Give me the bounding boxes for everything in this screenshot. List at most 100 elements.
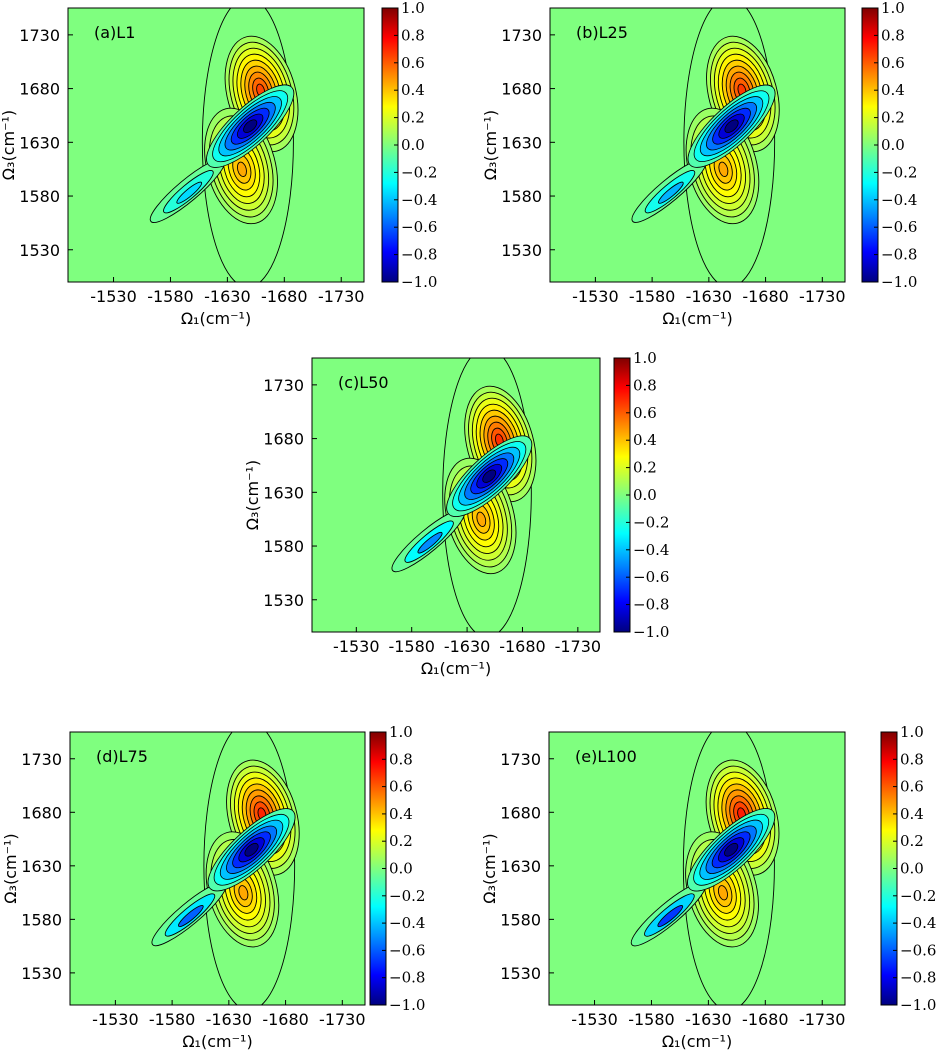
x-tick-label: -1580 — [388, 637, 435, 656]
y-tick-label: 1680 — [19, 80, 60, 99]
y-tick-label: 1730 — [500, 750, 541, 769]
colorbar-tick-label: −0.2 — [900, 887, 936, 905]
panel: (a)L1 -1530 -1580 -1630 -1680 -1730 1530 1580 16… — [0, 0, 437, 328]
contour-level — [417, 531, 443, 554]
x-tick-label: -1580 — [628, 1010, 675, 1029]
colorbar-tick-label: 0.4 — [401, 81, 425, 99]
colorbar-tick-label: 0.6 — [633, 404, 657, 422]
colorbar: −1.0 −0.8 −0.6 −0.4 −0.2 0.0 0.2 0.4 0.6 0.8 1.0 — [880, 723, 936, 1014]
contour-level — [201, 8, 294, 282]
contour-level — [236, 161, 247, 178]
colorbar-tick-label: 0.2 — [633, 459, 657, 477]
colorbar-tick-label: 0.8 — [881, 26, 905, 44]
contour-level — [724, 842, 739, 857]
colorbar-tick-label: 0.4 — [633, 431, 657, 449]
x-tick-label: -1630 — [685, 1010, 732, 1029]
colorbar-tick-label: 0.6 — [881, 54, 905, 72]
x-tick-label: -1530 — [572, 287, 619, 306]
contour-level — [657, 904, 684, 928]
colorbar-tick-label: 0.4 — [881, 81, 905, 99]
x-tick-label: -1730 — [799, 287, 846, 306]
colorbar-tick-label: 1.0 — [401, 0, 425, 17]
colorbar-tick-label: 0.0 — [401, 136, 425, 154]
y-tick-label: 1630 — [21, 857, 62, 876]
x-tick-label: -1630 — [686, 287, 733, 306]
colorbar-tick-label: −1.0 — [401, 273, 437, 291]
colorbar-tick-label: 0.4 — [389, 805, 413, 823]
x-axis-label: Ω₁(cm⁻¹) — [662, 309, 732, 328]
colorbar-tick-label: −0.4 — [633, 541, 669, 559]
x-tick-label: -1730 — [319, 1010, 366, 1029]
colorbar-tick-label: −0.6 — [900, 941, 936, 959]
plot-frame — [548, 731, 846, 1006]
colorbar-tick-label: 0.2 — [389, 832, 413, 850]
y-tick-label: 1580 — [21, 910, 62, 929]
colorbar-tick-label: −0.8 — [881, 246, 917, 264]
y-tick-label: 1680 — [263, 430, 304, 449]
y-tick-label: 1580 — [19, 187, 60, 206]
colorbar-tick-label: −0.2 — [881, 163, 917, 181]
contour-plot — [70, 732, 365, 1005]
colorbar-tick-label: 0.8 — [389, 750, 413, 768]
colorbar-tick-label: 0.2 — [401, 109, 425, 127]
colorbar-tick-label: −0.6 — [881, 218, 917, 236]
panel-title: (b)L25 — [576, 23, 628, 42]
panel: (b)L25 -1530 -1580 -1630 -1680 -1730 1530 1580 1… — [481, 0, 917, 328]
y-axis-label: Ω₃(cm⁻¹) — [480, 833, 499, 903]
x-tick-label: -1680 — [742, 1010, 789, 1029]
colorbar-tick-label: −1.0 — [900, 996, 936, 1014]
y-tick-label: 1630 — [500, 857, 541, 876]
contour-level — [442, 358, 532, 632]
y-tick-label: 1530 — [21, 964, 62, 983]
contour-plot — [312, 358, 600, 632]
y-tick-label: 1530 — [263, 591, 304, 610]
colorbar-tick-label: −0.2 — [401, 163, 437, 181]
colorbar-tick-label: −0.8 — [389, 969, 425, 987]
contour-level — [682, 732, 775, 1005]
contour-level — [238, 885, 249, 901]
colorbar-tick-label: −0.4 — [389, 914, 425, 932]
colorbar: −1.0 −0.8 −0.6 −0.4 −0.2 0.0 0.2 0.4 0.6 0.8 1.0 — [613, 349, 669, 641]
x-tick-label: -1530 — [92, 1010, 139, 1029]
x-tick-label: -1580 — [629, 287, 676, 306]
colorbar-tick-label: 1.0 — [881, 0, 905, 17]
colorbar-tick-label: 0.0 — [389, 860, 413, 878]
panel: (c)L50 -1530 -1580 -1630 -1680 -1730 1530 1580 1… — [243, 349, 669, 678]
x-tick-label: -1630 — [206, 1010, 253, 1029]
x-tick-label: -1630 — [444, 637, 491, 656]
contour-plot — [549, 732, 845, 1005]
contour-plot — [68, 8, 364, 282]
y-axis-label: Ω₃(cm⁻¹) — [0, 110, 18, 180]
colorbar-tick-label: 0.8 — [401, 26, 425, 44]
y-tick-label: 1730 — [501, 26, 542, 45]
y-tick-label: 1530 — [500, 964, 541, 983]
y-tick-label: 1630 — [501, 133, 542, 152]
colorbar-tick-label: 0.8 — [900, 750, 924, 768]
contour-plot — [550, 8, 845, 282]
colorbar: −1.0 −0.8 −0.6 −0.4 −0.2 0.0 0.2 0.4 0.6 0.8 1.0 — [369, 723, 425, 1014]
y-tick-label: 1680 — [500, 803, 541, 822]
colorbar-tick-label: −0.6 — [633, 568, 669, 586]
y-tick-label: 1730 — [21, 750, 62, 769]
y-tick-label: 1730 — [263, 376, 304, 395]
contour-level — [178, 905, 204, 928]
y-tick-label: 1630 — [263, 483, 304, 502]
panel-title: (a)L1 — [94, 23, 135, 42]
colorbar-tick-label: 0.6 — [389, 778, 413, 796]
y-axis-label: Ω₃(cm⁻¹) — [243, 460, 262, 530]
x-tick-label: -1530 — [333, 637, 380, 656]
x-tick-label: -1680 — [499, 637, 546, 656]
colorbar-tick-label: −0.8 — [900, 969, 936, 987]
panel: (d)L75 -1530 -1580 -1630 -1680 -1730 1530 1580 1… — [1, 723, 425, 1050]
panel-title: (e)L100 — [575, 747, 637, 766]
contour-level — [683, 8, 776, 282]
colorbar-tick-label: 0.4 — [900, 805, 924, 823]
contour-level — [658, 181, 684, 204]
y-tick-label: 1580 — [501, 187, 542, 206]
colorbar: −1.0 −0.8 −0.6 −0.4 −0.2 0.0 0.2 0.4 0.6 0.8 1.0 — [381, 0, 437, 291]
x-tick-label: -1730 — [555, 637, 602, 656]
colorbar-tick-label: −1.0 — [881, 273, 917, 291]
x-axis-label: Ω₁(cm⁻¹) — [181, 309, 251, 328]
x-tick-label: -1730 — [799, 1010, 846, 1029]
y-tick-label: 1530 — [501, 241, 542, 260]
